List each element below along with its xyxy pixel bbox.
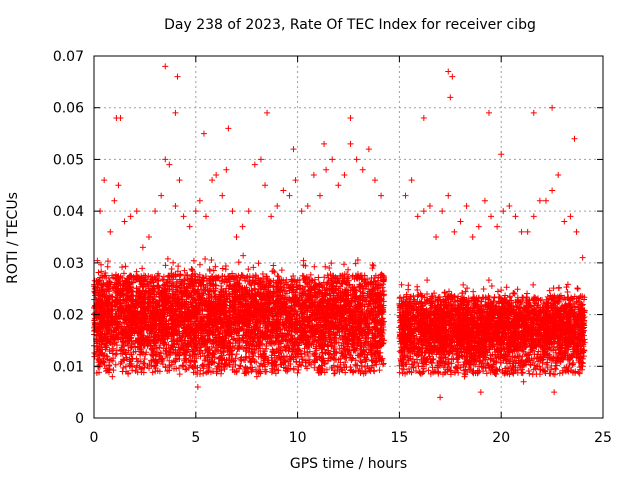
data-point <box>122 263 129 270</box>
data-point <box>164 255 171 262</box>
data-point <box>331 370 338 377</box>
data-point <box>270 262 277 269</box>
data-point <box>278 267 285 274</box>
data-point <box>255 260 262 267</box>
grid-lines <box>94 56 603 418</box>
data-point <box>240 252 247 259</box>
data-point <box>321 274 328 281</box>
data-point <box>170 259 177 266</box>
data-point <box>162 262 169 269</box>
data-point <box>113 350 120 357</box>
data-point <box>340 261 347 268</box>
data-point <box>139 265 146 272</box>
data-point <box>311 263 318 270</box>
data-point <box>345 266 352 273</box>
data-point <box>168 265 175 272</box>
data-point <box>302 262 309 269</box>
data-point <box>376 367 383 374</box>
data-point <box>119 350 126 357</box>
data-point <box>174 268 181 275</box>
data-point <box>176 371 183 378</box>
data-point <box>202 255 209 262</box>
data-point <box>98 268 105 275</box>
data-point <box>259 271 266 278</box>
data-point <box>196 261 203 268</box>
data-point <box>219 265 226 272</box>
data-point <box>328 260 335 267</box>
data-point <box>212 263 219 270</box>
data-point <box>324 272 331 279</box>
data-point <box>303 280 310 287</box>
data-point <box>175 263 182 270</box>
data-point <box>322 263 329 270</box>
data-point <box>201 352 208 359</box>
data-point <box>294 369 301 376</box>
data-point <box>210 267 217 274</box>
scatter-points <box>91 63 588 401</box>
data-point <box>119 264 126 271</box>
data-point <box>235 259 242 266</box>
data-point <box>104 263 111 270</box>
data-point <box>325 350 332 357</box>
data-point <box>95 269 102 276</box>
data-point <box>208 257 215 264</box>
